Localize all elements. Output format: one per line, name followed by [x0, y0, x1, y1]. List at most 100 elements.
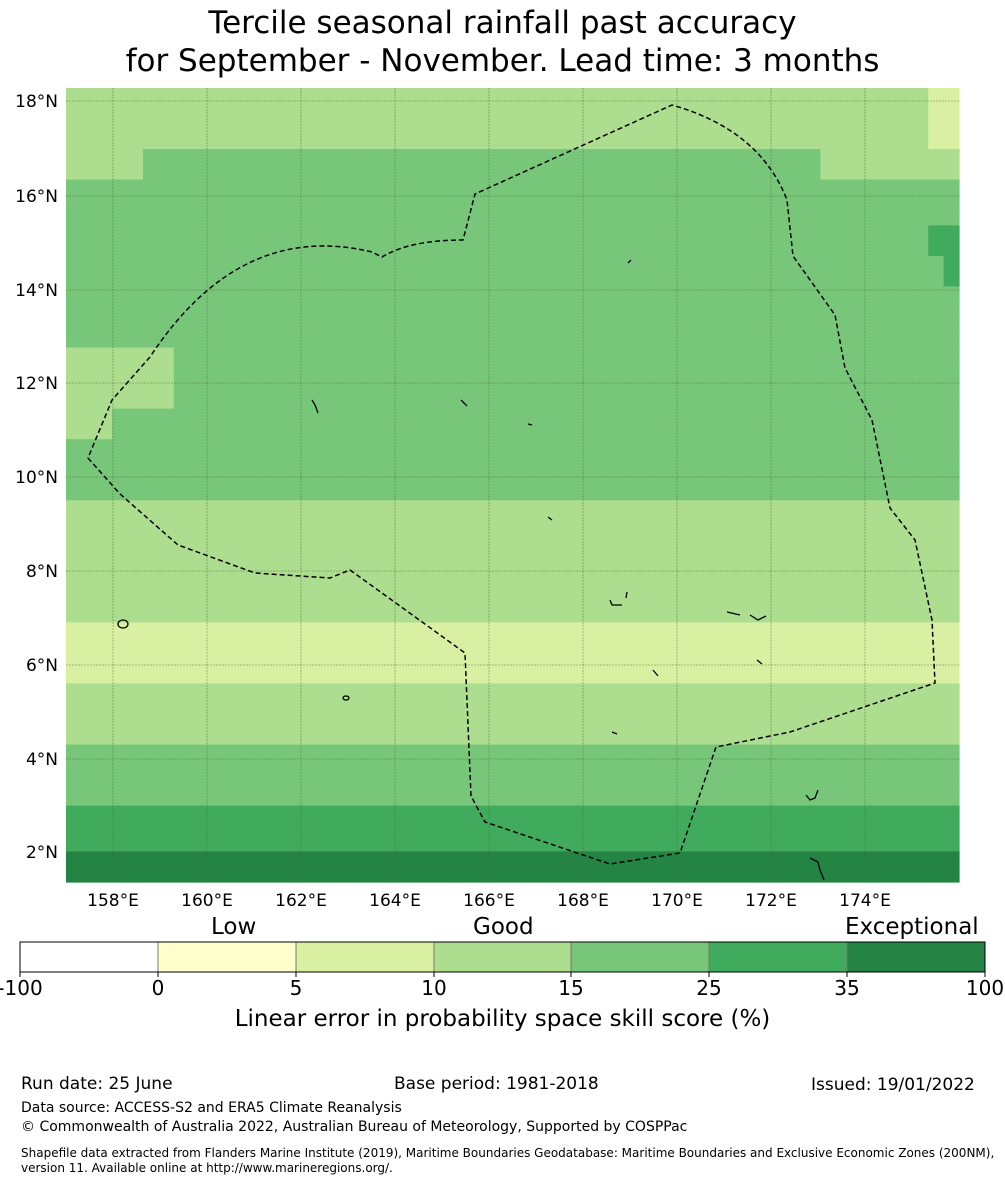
grid-cell: [820, 240, 837, 257]
grid-cell: [743, 805, 760, 822]
grid-cell: [835, 378, 852, 394]
grid-cell: [435, 225, 452, 242]
grid-cell: [866, 149, 883, 165]
grid-cell: [497, 317, 514, 333]
grid-cell: [158, 103, 175, 120]
grid-cell: [81, 698, 98, 715]
grid-cell: [235, 851, 252, 868]
grid-cell: [743, 88, 760, 104]
grid-cell: [666, 149, 683, 165]
grid-cell: [697, 530, 714, 547]
grid-cell: [343, 775, 360, 791]
grid-cell: [574, 378, 591, 394]
grid-cell: [281, 637, 298, 654]
grid-cell: [758, 225, 775, 242]
grid-cell: [142, 149, 159, 165]
grid-cell: [543, 591, 560, 608]
grid-cell: [173, 149, 190, 165]
grid-cell: [666, 469, 683, 486]
grid-cell: [635, 210, 652, 227]
grid-cell: [250, 530, 267, 547]
grid-cell: [81, 546, 98, 562]
grid-cell: [666, 332, 683, 349]
grid-cell: [373, 454, 390, 471]
grid-cell: [296, 576, 313, 593]
grid-cell: [435, 423, 452, 440]
grid-cell: [204, 347, 221, 364]
grid-cell: [543, 851, 560, 868]
grid-cell: [296, 423, 313, 440]
grid-cell: [835, 500, 852, 517]
grid-cell: [651, 164, 668, 181]
grid-cell: [543, 286, 560, 303]
grid-cell: [728, 133, 745, 150]
grid-cell: [404, 408, 421, 425]
grid-cell: [666, 133, 683, 150]
grid-cell: [497, 378, 514, 394]
grid-cell: [651, 576, 668, 593]
grid-cell: [882, 515, 899, 532]
grid-cell: [681, 103, 698, 120]
grid-cell: [620, 805, 637, 822]
grid-cell: [112, 317, 129, 333]
grid-cell: [481, 530, 498, 547]
grid-cell: [219, 851, 236, 868]
grid-cell: [604, 698, 621, 715]
grid-cell: [435, 500, 452, 517]
grid-cell: [481, 347, 498, 364]
grid-cell: [928, 164, 945, 181]
grid-cell: [851, 103, 868, 120]
grid-cell: [66, 485, 82, 501]
grid-cell: [189, 714, 206, 730]
grid-cell: [651, 194, 668, 211]
grid-cell: [389, 744, 406, 761]
grid-cell: [635, 637, 652, 654]
grid-cell: [450, 622, 467, 639]
grid-cell: [281, 301, 298, 318]
grid-cell: [789, 393, 806, 410]
grid-cell: [173, 210, 190, 227]
grid-cell: [66, 607, 82, 624]
grid-cell: [943, 88, 960, 104]
grid-cell: [127, 805, 144, 822]
grid-cell: [343, 759, 360, 776]
grid-cell: [127, 423, 144, 440]
grid-cell: [250, 485, 267, 501]
grid-cell: [758, 179, 775, 196]
grid-cell: [127, 576, 144, 593]
grid-cell: [327, 775, 344, 791]
grid-cell: [358, 561, 375, 578]
grid-cell: [112, 439, 129, 456]
grid-cell: [189, 836, 206, 853]
grid-cell: [466, 683, 483, 700]
grid-cell: [635, 836, 652, 853]
grid-cell: [774, 301, 791, 318]
grid-cell: [404, 698, 421, 715]
grid-cell: [604, 255, 621, 272]
grid-cell: [81, 423, 98, 440]
grid-cell: [296, 546, 313, 562]
grid-cell: [281, 103, 298, 120]
grid-cell: [805, 332, 822, 349]
grid-cell: [743, 393, 760, 410]
grid-cell: [805, 866, 822, 883]
grid-cell: [466, 118, 483, 135]
grid-cell: [681, 866, 698, 883]
grid-cell: [189, 546, 206, 562]
grid-cell: [81, 714, 98, 730]
grid-cell: [158, 820, 175, 837]
grid-cell: [558, 714, 575, 730]
grid-cell: [142, 317, 159, 333]
grid-cell: [835, 179, 852, 196]
grid-cell: [558, 546, 575, 562]
grid-cell: [404, 591, 421, 608]
grid-cell: [373, 332, 390, 349]
grid-cell: [897, 393, 914, 410]
grid-cell: [158, 866, 175, 883]
grid-cell: [250, 439, 267, 456]
grid-cell: [774, 515, 791, 532]
grid-cell: [358, 179, 375, 196]
grid-cell: [604, 179, 621, 196]
grid-cell: [343, 103, 360, 120]
grid-cell: [928, 744, 945, 761]
